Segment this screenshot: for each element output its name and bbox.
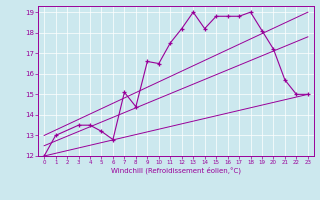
- X-axis label: Windchill (Refroidissement éolien,°C): Windchill (Refroidissement éolien,°C): [111, 167, 241, 174]
